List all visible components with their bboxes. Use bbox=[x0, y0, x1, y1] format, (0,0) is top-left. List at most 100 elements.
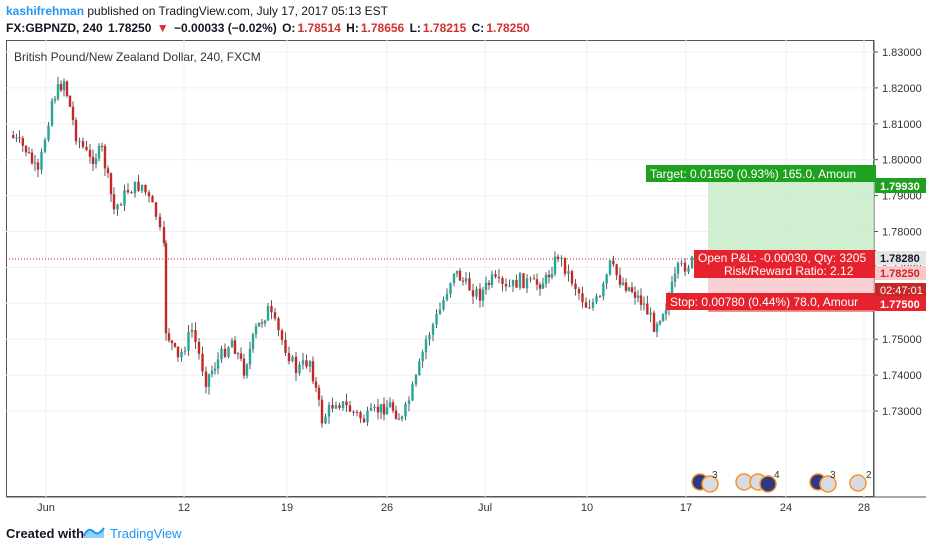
close-value: 1.78250 bbox=[486, 21, 530, 35]
publish-info: kashifrehman published on TradingView.co… bbox=[6, 4, 388, 18]
candle-body bbox=[541, 283, 545, 289]
candle-body bbox=[362, 418, 366, 423]
author-link[interactable]: kashifrehman bbox=[6, 4, 85, 18]
candle-body bbox=[21, 138, 24, 146]
candle-body bbox=[119, 204, 123, 206]
candle-body bbox=[62, 81, 66, 91]
high-price-tag: 1.78280 bbox=[875, 251, 926, 265]
candle-body bbox=[263, 320, 267, 324]
candle-body bbox=[497, 276, 501, 279]
candle-body bbox=[112, 194, 116, 210]
symbol-label[interactable]: FX:GBPNZD, 240 bbox=[6, 21, 103, 35]
candle-body bbox=[56, 84, 60, 99]
candle-body bbox=[664, 309, 668, 315]
candle-body bbox=[584, 302, 588, 308]
time-axis-label: 26 bbox=[381, 502, 393, 514]
price-axis-label: 1.73000 bbox=[882, 406, 922, 418]
chart-area[interactable]: British Pound/New Zealand Dollar, 240, F… bbox=[6, 40, 926, 514]
candle-body bbox=[478, 288, 482, 301]
risk-reward-text: Risk/Reward Ratio: 2.12 bbox=[724, 264, 854, 278]
candle-body bbox=[455, 270, 459, 274]
price-axis-label: 1.83000 bbox=[882, 47, 922, 59]
high-value: 1.78656 bbox=[360, 21, 405, 35]
candle-body bbox=[602, 283, 605, 297]
time-axis-label: 24 bbox=[780, 502, 792, 514]
time-axis-label: Jul bbox=[478, 502, 492, 514]
event-uk-nz[interactable]: 4 bbox=[735, 470, 780, 493]
candle-body bbox=[373, 406, 376, 409]
candle-body bbox=[164, 243, 168, 334]
candle-body bbox=[311, 361, 315, 382]
candle-body bbox=[538, 284, 542, 289]
candle-body bbox=[388, 402, 392, 408]
target-price-tag: 1.79930 bbox=[875, 178, 926, 193]
published-text: published on TradingView.com, July 17, 2… bbox=[87, 4, 389, 18]
price-axis[interactable]: 1.83000 1.82000 1.81000 1.80000 1.79000 1.780… bbox=[874, 47, 922, 418]
candle-body bbox=[236, 353, 240, 355]
event-uk[interactable]: 2 bbox=[849, 470, 872, 492]
event-count: 2 bbox=[866, 470, 872, 481]
profit-zone bbox=[708, 174, 874, 256]
candle-body bbox=[334, 405, 338, 409]
candle-body bbox=[220, 348, 223, 360]
candle-body bbox=[605, 274, 608, 284]
footer: Created with TradingView bbox=[0, 514, 932, 550]
candle-body bbox=[369, 408, 373, 411]
candle-body bbox=[438, 309, 442, 315]
candle-body bbox=[556, 256, 560, 260]
candle-body bbox=[442, 299, 445, 310]
candle-body bbox=[194, 329, 197, 342]
candle-body bbox=[170, 340, 174, 344]
candle-body bbox=[223, 348, 227, 357]
candle-body bbox=[649, 312, 652, 315]
candle-body bbox=[615, 264, 618, 276]
candle-body bbox=[162, 227, 166, 244]
candle-body bbox=[287, 352, 291, 362]
candle-body bbox=[560, 257, 563, 260]
time-axis[interactable]: Jun 12 19 26 Jul 10 17 24 28 bbox=[37, 502, 870, 514]
candle-body bbox=[12, 135, 15, 138]
high-label: H: bbox=[346, 21, 359, 35]
stop-text: Stop: 0.00780 (0.44%) 78.0, Amour bbox=[670, 295, 858, 309]
candle-body bbox=[176, 346, 180, 358]
candle-body bbox=[676, 263, 680, 274]
candle-body bbox=[173, 343, 177, 347]
candle-body bbox=[595, 296, 598, 303]
candle-body bbox=[197, 341, 201, 354]
candle-body bbox=[36, 162, 40, 170]
candle-body bbox=[418, 361, 421, 376]
candle-body bbox=[382, 404, 386, 415]
low-label: L: bbox=[409, 21, 421, 35]
price-chart[interactable]: British Pound/New Zealand Dollar, 240, F… bbox=[6, 40, 926, 514]
open-pl-label[interactable]: Open P&L: -0.00030, Qty: 3205 Risk/Rewar… bbox=[694, 250, 876, 278]
candle-body bbox=[327, 404, 331, 417]
candle-body bbox=[204, 371, 208, 387]
uk-flag-icon bbox=[849, 474, 867, 492]
candle-body bbox=[404, 403, 407, 417]
candle-body bbox=[394, 410, 398, 419]
event-nz-uk-2[interactable]: 3 bbox=[809, 470, 837, 493]
last-price: 1.78250 bbox=[108, 21, 152, 35]
candle-body bbox=[30, 152, 34, 164]
tradingview-brand[interactable]: TradingView bbox=[110, 526, 182, 541]
candle-body bbox=[529, 278, 532, 280]
candle-body bbox=[385, 407, 389, 415]
candle-body bbox=[639, 295, 643, 305]
price-axis-label: 1.79000 bbox=[882, 191, 922, 203]
candle-body bbox=[630, 287, 634, 292]
candle-body bbox=[577, 289, 581, 294]
candle-body bbox=[68, 95, 72, 107]
target-label[interactable]: Target: 0.01650 (0.93%) 165.0, Amoun bbox=[646, 165, 876, 182]
candle-body bbox=[518, 273, 522, 288]
candle-body bbox=[574, 283, 577, 290]
candle-body bbox=[411, 384, 414, 401]
tradingview-logo-icon[interactable] bbox=[82, 522, 106, 542]
candle-body bbox=[257, 322, 261, 327]
candle-body bbox=[230, 340, 234, 348]
candle-body bbox=[591, 302, 595, 308]
uk-flag-icon bbox=[701, 475, 719, 493]
candle-body bbox=[183, 350, 187, 352]
candle-body bbox=[525, 278, 529, 289]
event-nz-uk-1[interactable]: 3 bbox=[691, 470, 719, 493]
stop-label[interactable]: Stop: 0.00780 (0.44%) 78.0, Amour bbox=[666, 293, 876, 310]
